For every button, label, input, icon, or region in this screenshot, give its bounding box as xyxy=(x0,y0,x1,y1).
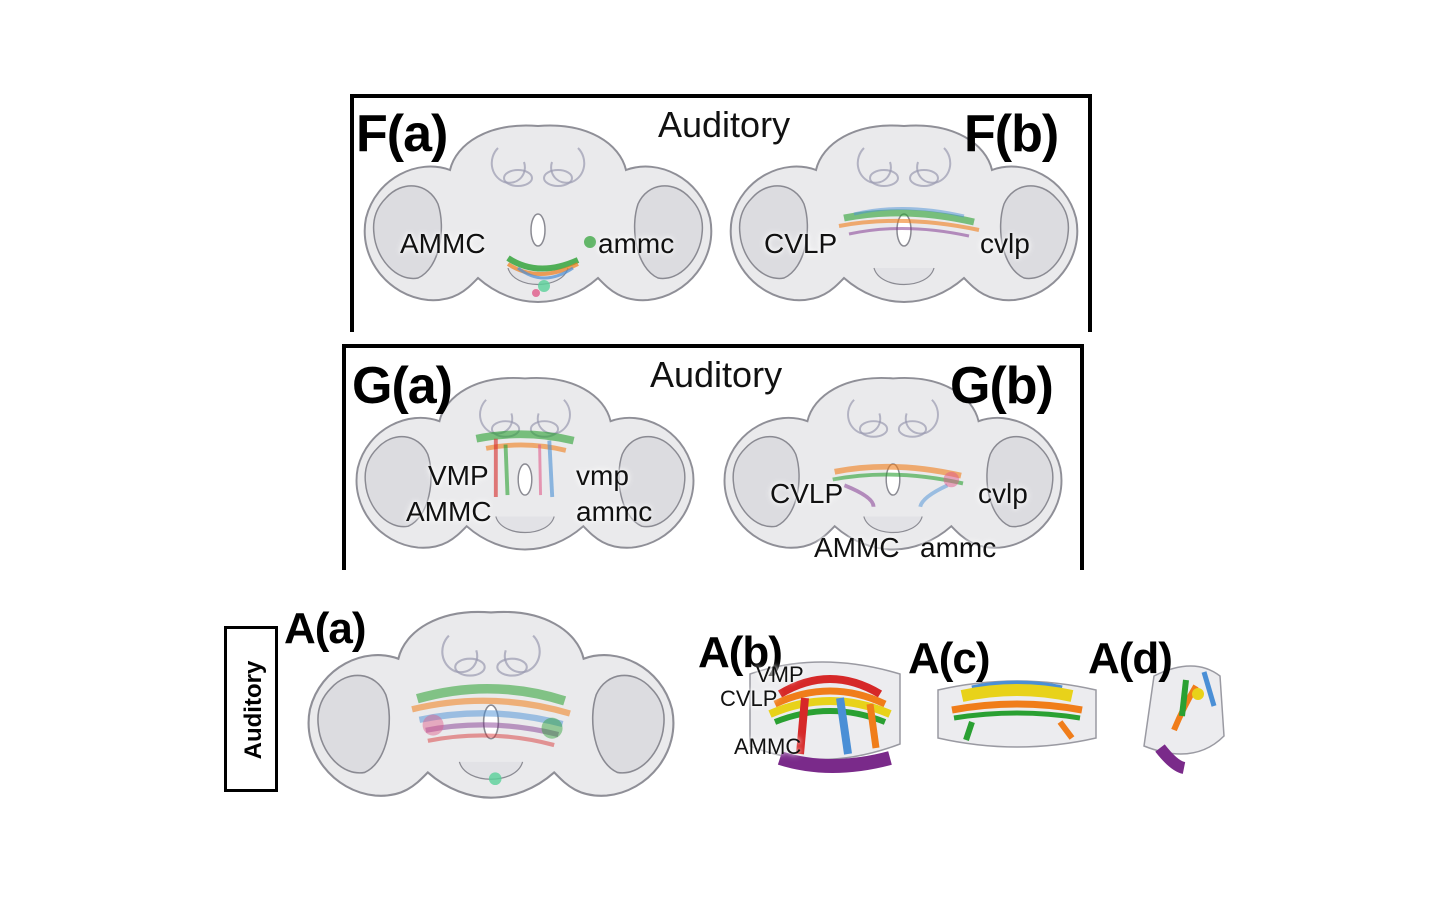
panel-f-title: Auditory xyxy=(658,104,791,145)
panel-g-frame xyxy=(342,344,1084,570)
tract-view-a-b xyxy=(749,661,901,773)
panel-a-a-label: A(a) xyxy=(284,604,367,653)
brain-f-b xyxy=(729,124,1079,304)
tract-view-a-c xyxy=(937,680,1097,748)
side-label-box xyxy=(224,626,278,792)
panel-f-b-label: F(b) xyxy=(964,105,1059,163)
region-cvlp-upper: CVLP xyxy=(764,228,838,259)
region-cvlp: CVLP xyxy=(720,686,778,711)
panel-f-a-label: F(a) xyxy=(356,105,448,163)
tract-view-a-d xyxy=(1143,665,1225,774)
panel-g-b-label: G(b) xyxy=(950,357,1054,415)
panel-a-d-label: A(d) xyxy=(1088,634,1173,683)
panel-g-title: Auditory xyxy=(650,354,783,395)
region-ammc-upper: AMMC xyxy=(406,496,492,527)
region-ammc-lower: ammc xyxy=(598,228,675,259)
brain-f-a xyxy=(363,124,713,304)
region-ammc-upper: AMMC xyxy=(814,532,900,563)
side-label: Auditory xyxy=(240,660,267,760)
region-cvlp-upper: CVLP xyxy=(770,478,844,509)
brain-g-a xyxy=(355,376,695,551)
region-ammc-lower: ammc xyxy=(920,532,997,563)
region-vmp-upper: VMP xyxy=(428,460,489,491)
panel-a-b-label: A(b) xyxy=(698,628,783,677)
brain-a-a xyxy=(307,610,675,799)
panel-f-frame xyxy=(350,94,1092,332)
region-cvlp-lower: cvlp xyxy=(978,478,1028,509)
region-ammc: AMMC xyxy=(734,734,802,759)
region-ammc-lower: ammc xyxy=(576,496,653,527)
region-ammc-upper: AMMC xyxy=(400,228,486,259)
panel-g-a-label: G(a) xyxy=(352,357,453,415)
region-vmp: VMP xyxy=(756,662,804,687)
panel-a-c-label: A(c) xyxy=(908,634,991,683)
region-vmp-lower: vmp xyxy=(576,460,629,491)
brain-g-b xyxy=(723,376,1063,551)
region-cvlp-lower: cvlp xyxy=(980,228,1030,259)
